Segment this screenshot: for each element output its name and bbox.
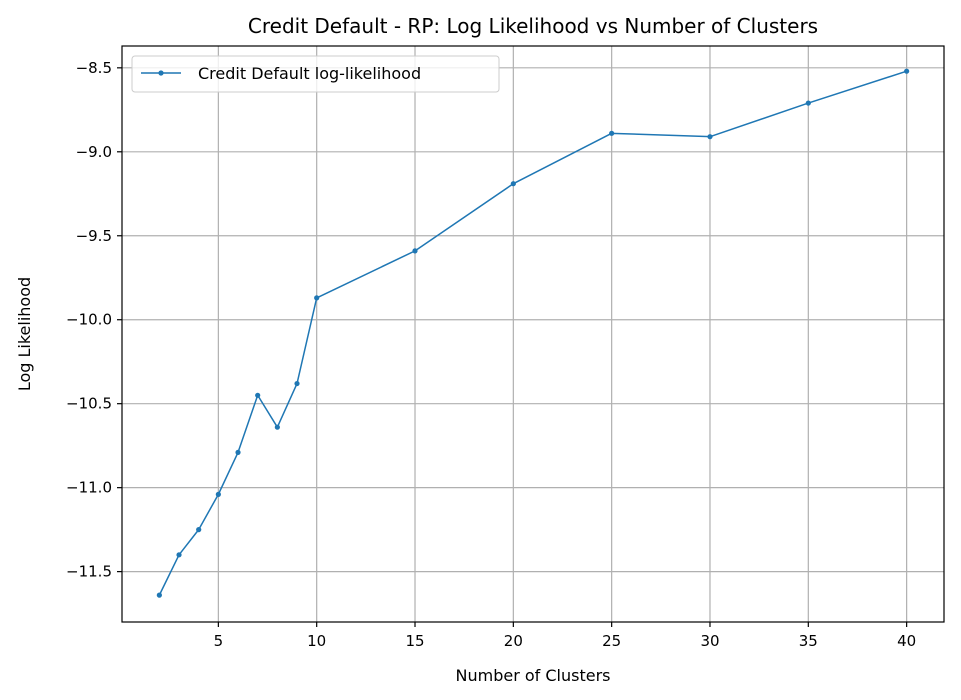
data-series	[156, 68, 910, 598]
x-tick-label: 40	[897, 632, 916, 650]
axis-ticks: 5 10 15 20 25 30 35 40 −11.5 −11.0 −10.5 −10.0 −9.5 −…	[66, 59, 916, 650]
data-point	[314, 295, 320, 301]
legend-box	[131, 55, 500, 93]
x-tick-label: 35	[799, 632, 818, 650]
chart-title: Credit Default - RP: Log Likelihood vs N…	[248, 14, 818, 38]
data-point	[255, 392, 261, 398]
legend: Credit Default log-likelihood	[131, 55, 500, 93]
x-axis-label: Number of Clusters	[456, 666, 611, 685]
data-point	[412, 248, 418, 254]
x-tick-label: 20	[504, 632, 523, 650]
data-point	[707, 134, 713, 140]
x-tick-label: 5	[214, 632, 224, 650]
y-tick-label: −9.0	[76, 143, 112, 161]
y-tick-label: −9.5	[76, 227, 112, 245]
x-tick-label: 15	[405, 632, 424, 650]
y-tick-label: −8.5	[76, 59, 112, 77]
data-point	[215, 491, 221, 497]
grid	[122, 46, 944, 622]
y-tick-label: −11.5	[66, 563, 112, 581]
legend-marker-swatch	[158, 70, 164, 76]
data-point	[235, 449, 241, 455]
x-tick-label: 30	[700, 632, 719, 650]
data-point	[805, 100, 811, 106]
data-point	[176, 552, 182, 558]
data-point	[294, 380, 300, 387]
data-point	[196, 527, 202, 533]
x-tick-label: 25	[602, 632, 621, 650]
y-tick-label: −10.5	[66, 395, 112, 413]
data-point	[156, 592, 162, 598]
data-point	[274, 424, 280, 430]
data-point	[609, 130, 615, 136]
data-point	[904, 68, 910, 74]
x-tick-label: 10	[307, 632, 326, 650]
y-tick-label: −11.0	[66, 479, 112, 497]
data-point	[510, 181, 516, 187]
y-axis-label: Log Likelihood	[15, 277, 34, 391]
y-tick-label: −10.0	[66, 311, 112, 329]
legend-label: Credit Default log-likelihood	[198, 64, 421, 83]
plot-frame	[121, 45, 945, 623]
